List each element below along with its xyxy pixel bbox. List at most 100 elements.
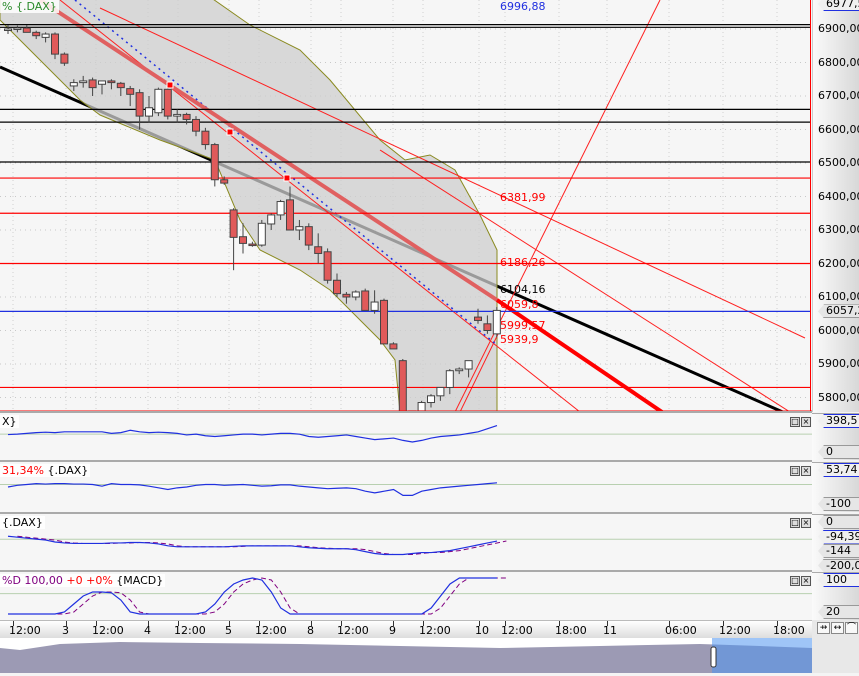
price-chart[interactable] [0,0,812,620]
indicator-line [7,425,498,443]
time-tick [777,621,778,626]
candle [427,394,435,408]
overview-selection[interactable] [712,638,812,673]
candle [295,219,304,241]
maximize-panel-button[interactable]: □ [790,576,800,586]
maximize-panel-button[interactable]: □ [790,518,800,528]
candle [192,116,200,137]
price-label: 5939,9 [500,333,539,347]
candle [380,298,388,345]
marker[interactable] [166,81,174,89]
marker[interactable] [226,128,234,136]
indicator-panel[interactable] [0,413,812,460]
channel-line[interactable] [454,0,661,412]
price-axis[interactable] [812,0,859,412]
time-tick [393,621,394,626]
maximize-panel-button[interactable]: □ [790,417,800,427]
candle [455,367,464,375]
indicator-panel[interactable] [0,462,812,512]
time-tick [148,621,149,626]
indicator-value-tag: 53,74 [818,463,859,477]
candle [239,223,247,254]
main-resistance-line[interactable] [38,0,499,302]
candle [210,142,219,187]
time-label: 12:00 [92,624,124,637]
candle [154,87,163,117]
overview-area [0,642,812,673]
time-label: 12:00 [9,624,41,637]
price-label: 6186,26 [500,255,546,269]
overview-navigator[interactable] [0,638,812,673]
indicator-label: X} [0,415,19,428]
candle [173,109,182,123]
channel-line[interactable] [99,7,806,339]
candle [22,24,31,33]
time-tick [178,621,179,626]
price-tick: 6600,00 [818,122,859,136]
maximize-panel-button[interactable]: □ [790,466,800,476]
price-tick: 6700,00 [818,89,859,102]
time-label: 8 [307,624,314,637]
chart-style-button[interactable]: ⌒ [845,622,858,634]
price-label: 6381,99 [500,190,546,204]
candle [464,360,473,378]
indicator-value-tag: -100 [818,497,859,511]
candle [267,213,276,230]
indicator-line [7,535,498,556]
indicator-value-tag: -144 [818,544,859,558]
time-tick [423,621,424,626]
price-tick: 6000,00 [818,323,859,337]
candle [51,32,59,60]
channel-line[interactable] [379,149,790,412]
price-tick: 6400,00 [818,189,859,203]
candle [445,369,454,395]
price-tick: 6800,00 [818,55,859,69]
time-tick [259,621,260,626]
indicator-line [8,577,497,615]
time-label: 12:00 [337,624,369,637]
candle [182,112,191,125]
projection-line[interactable] [495,298,664,412]
candle [286,186,294,231]
marker[interactable] [283,174,291,182]
time-label: 18:00 [555,624,587,637]
indicator-label-part: +0 +0% [62,574,113,587]
indicator-label-part: {MACD} [112,574,164,587]
candle [201,127,210,150]
channel-line[interactable] [459,329,501,412]
candle [398,358,407,411]
close-panel-button[interactable]: × [801,466,811,476]
candle [69,79,78,91]
zoom-fit-button[interactable]: ↔ [831,622,844,634]
close-panel-button[interactable]: × [801,417,811,427]
candle [248,241,257,247]
indicator-panel[interactable] [0,514,812,570]
close-panel-button[interactable]: × [801,576,811,586]
time-axis[interactable]: 12:00 3 12:00 4 12:00 5 12:00 8 12:00 9 12:00 10 12:… [0,620,812,638]
price-label: 6059,8 [500,298,539,312]
indicator-label-part: {.DAX} [43,464,89,477]
time-tick [607,621,608,626]
price-tick: 5900,00 [818,357,859,370]
candle [98,80,106,95]
close-panel-button[interactable]: × [801,518,811,528]
candle [304,223,313,251]
symbol-label: % {.DAX} [0,0,59,13]
candle [135,89,144,130]
time-tick [341,621,342,626]
candle [389,342,398,350]
time-label: 3 [62,624,69,637]
indicator-value-tag: 100 [818,573,859,587]
candle [107,79,116,90]
time-label: 12:00 [719,624,751,637]
indicator-value-tag: 20 [818,605,859,619]
indicator-label-part: X} [2,415,17,428]
candle [60,52,69,66]
scroll-button[interactable]: ⇸ [817,622,830,634]
indicator-label-part: {.DAX} [2,516,43,529]
overview-handle[interactable] [710,646,717,668]
time-label: 12:00 [501,624,533,637]
time-label: 12:00 [255,624,287,637]
price-label: 6104,16 [500,283,546,297]
indicator-value-tag: 0 [818,445,859,459]
